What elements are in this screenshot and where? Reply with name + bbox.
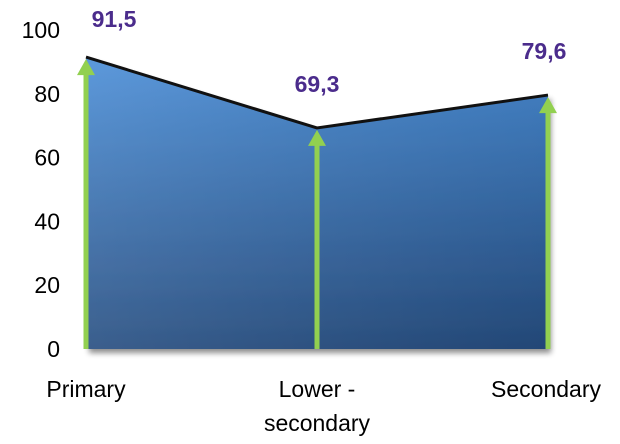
y-tick-label: 40	[34, 208, 60, 234]
category-label-line: Secondary	[491, 376, 601, 402]
value-arrow	[539, 97, 557, 349]
area-top-line	[85, 55, 549, 130]
category-label: Lower - secondary	[264, 376, 371, 436]
value-arrow	[77, 59, 95, 349]
category-label: Secondary	[491, 376, 601, 402]
data-label: 69,3	[295, 71, 340, 97]
value-arrows	[77, 59, 557, 349]
value-arrow	[308, 129, 326, 349]
y-tick-label: 80	[34, 81, 60, 107]
data-label: 79,6	[522, 38, 567, 64]
value-arrow-head	[77, 59, 95, 76]
y-axis: 0 20 40 60 80 100	[22, 17, 60, 362]
x-axis: Primary Lower - secondary Secondary	[46, 376, 601, 436]
data-label: 91,5	[92, 6, 137, 32]
category-label-line: secondary	[264, 410, 371, 436]
y-tick-label: 100	[22, 17, 60, 43]
value-arrow-head	[308, 129, 326, 146]
category-label-line: Lower -	[279, 376, 356, 402]
y-tick-label: 20	[34, 272, 60, 298]
y-tick-label: 60	[34, 145, 60, 171]
category-label-line: Primary	[46, 376, 126, 402]
value-arrow-head	[539, 97, 557, 114]
data-labels: 91,5 69,3 79,6	[92, 6, 567, 97]
y-tick-label: 0	[47, 336, 60, 362]
category-label: Primary	[46, 376, 126, 402]
